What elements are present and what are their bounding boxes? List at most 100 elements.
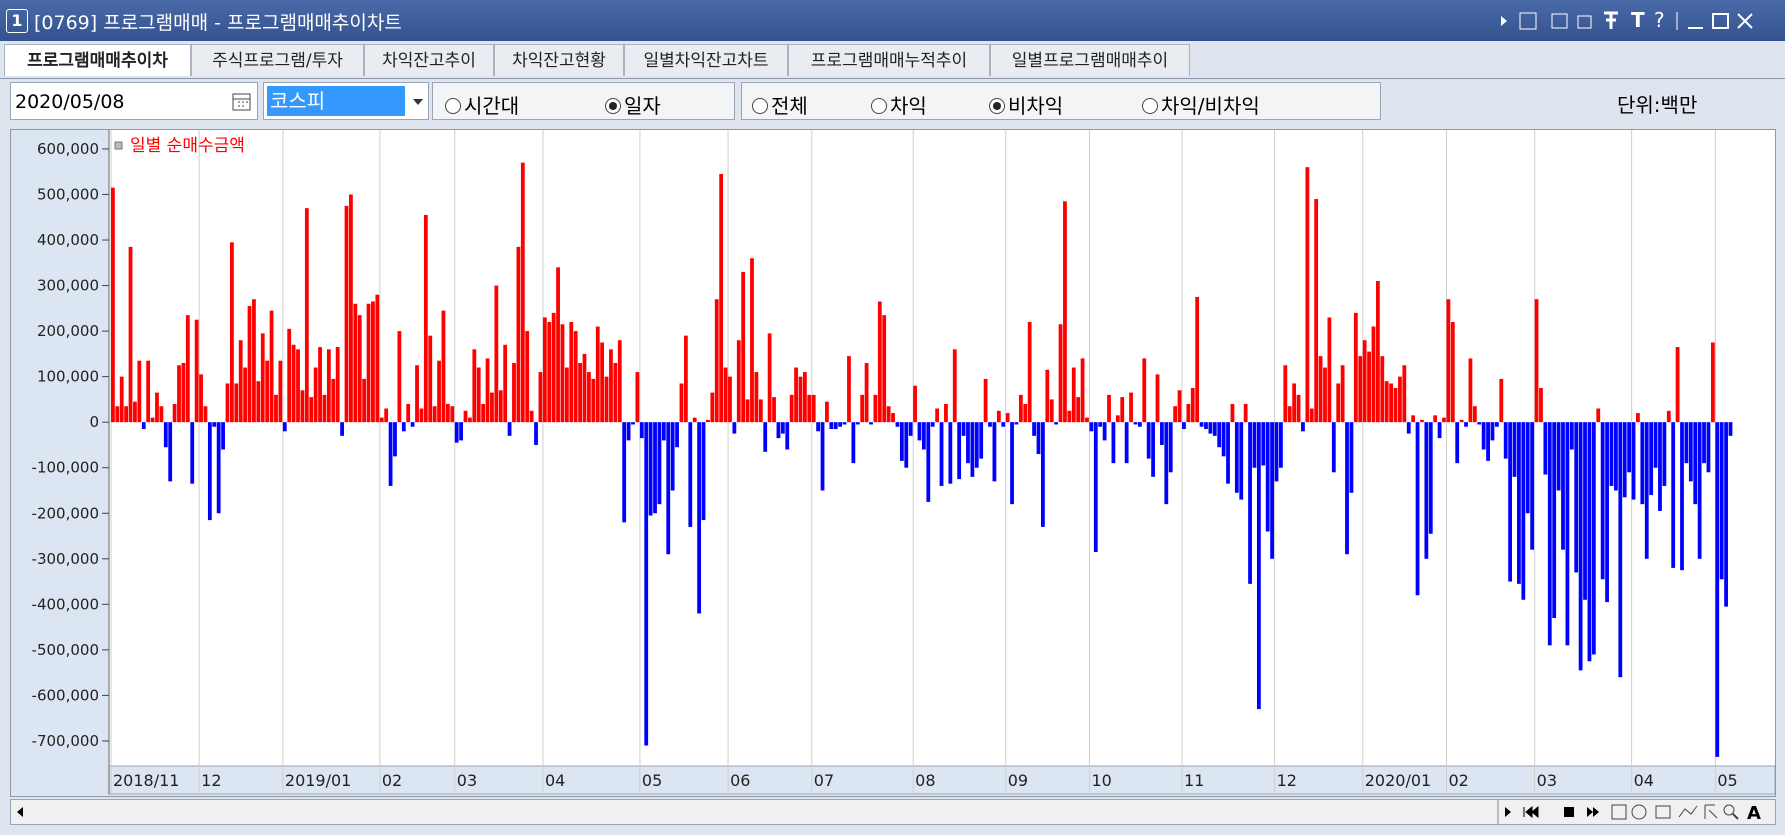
bar	[807, 394, 812, 423]
bar	[181, 362, 186, 423]
radio-option[interactable]: 비차익	[989, 90, 1063, 119]
market-select[interactable]: 코스피	[263, 82, 429, 120]
tab[interactable]: 프로그램매매누적추이	[788, 44, 990, 76]
bar	[199, 374, 203, 423]
bar	[1027, 321, 1032, 423]
first-button[interactable]	[1523, 805, 1539, 819]
bar	[1314, 199, 1319, 423]
bar	[185, 315, 190, 423]
cursor-button[interactable]	[1704, 804, 1718, 819]
radio-option[interactable]: 일자	[605, 90, 661, 119]
text-button[interactable]: A	[1747, 803, 1761, 824]
radio-option[interactable]: 전체	[752, 90, 808, 119]
bar	[1318, 356, 1323, 423]
scroll-left[interactable]	[17, 807, 23, 817]
tool-button[interactable]	[1611, 804, 1627, 820]
option-label: 시간대	[464, 94, 520, 118]
bar	[1724, 422, 1728, 607]
pin-button[interactable]	[1604, 11, 1618, 29]
zoom-button[interactable]	[1723, 804, 1735, 816]
stop-button[interactable]	[1564, 807, 1574, 817]
dropdown-arrow[interactable]	[408, 86, 428, 116]
trend-button[interactable]	[1678, 805, 1698, 818]
bar	[274, 394, 278, 423]
bar	[450, 406, 455, 423]
layout-button[interactable]	[1551, 13, 1568, 29]
tab[interactable]: 프로그램매매추이차	[4, 44, 191, 76]
bar	[816, 422, 821, 432]
bar	[269, 310, 274, 423]
radio-option[interactable]: 시간대	[445, 90, 519, 119]
last-button[interactable]	[1587, 807, 1599, 817]
maximize-button[interactable]	[1712, 13, 1729, 29]
bar	[970, 422, 975, 477]
copy-button[interactable]	[1577, 15, 1592, 29]
next-button[interactable]	[1505, 807, 1511, 817]
bar	[326, 349, 331, 423]
calendar-icon[interactable]	[231, 91, 253, 113]
x-tick-label: 10	[1091, 771, 1111, 790]
date-input[interactable]: 2020/05/08	[10, 82, 258, 120]
help-button[interactable]: ?	[1654, 8, 1665, 32]
bar	[1455, 422, 1460, 464]
bar	[485, 358, 490, 423]
bar	[1534, 299, 1539, 423]
tab[interactable]: 일별프로그램매매추이	[990, 44, 1190, 76]
bar	[238, 340, 243, 423]
bar	[256, 381, 261, 423]
settings-button[interactable]	[1631, 804, 1647, 820]
radio-option[interactable]: 차익	[871, 90, 927, 119]
m-button[interactable]	[1519, 12, 1537, 30]
bar	[1517, 422, 1521, 584]
bar	[168, 422, 173, 482]
font-button[interactable]: T	[1631, 8, 1645, 32]
bar	[974, 422, 979, 468]
y-tick-label: 100,000	[37, 368, 99, 386]
bar	[1675, 347, 1680, 423]
menu-button[interactable]	[1501, 16, 1507, 26]
x-tick-label: 05	[642, 771, 662, 790]
tab[interactable]: 일별차익잔고차트	[624, 44, 788, 76]
bar	[529, 410, 534, 423]
bar	[714, 299, 719, 423]
bar	[1164, 422, 1169, 505]
bar	[260, 333, 265, 423]
y-tick-label: -200,000	[32, 504, 99, 522]
tab[interactable]: 차익잔고추이	[364, 44, 494, 76]
bar	[1609, 422, 1614, 486]
bar	[776, 422, 781, 439]
option-label: 차익	[890, 94, 927, 118]
bar	[1234, 422, 1239, 493]
bar	[1411, 415, 1416, 423]
bar	[864, 362, 869, 423]
bar	[1327, 317, 1332, 423]
y-tick-label: -400,000	[32, 595, 99, 613]
bar	[1080, 358, 1085, 423]
chart: -700,000 -600,000 -500,000 -400,000 -300,000…	[10, 129, 1776, 797]
tab[interactable]: 주식프로그램/투자	[191, 44, 364, 76]
bar	[177, 365, 181, 423]
bar	[1627, 422, 1632, 473]
radio-option[interactable]: 차익/비차익	[1142, 90, 1260, 119]
bar	[966, 422, 970, 464]
bar	[1587, 422, 1592, 662]
bar	[247, 306, 252, 423]
x-tick-label: 04	[1634, 771, 1654, 790]
bar	[432, 406, 437, 423]
bar	[1226, 422, 1230, 484]
bar	[1662, 422, 1667, 486]
bar	[613, 362, 618, 423]
tab[interactable]: 차익잔고현황	[494, 44, 624, 76]
unit-label: 단위:백만	[1617, 93, 1698, 117]
bar	[1631, 422, 1636, 500]
bar	[1076, 397, 1081, 423]
market-text: 코스피	[267, 86, 405, 116]
bar	[1089, 422, 1094, 432]
window-button[interactable]	[1655, 805, 1671, 819]
close-button[interactable]	[1737, 13, 1753, 29]
bar	[1688, 422, 1693, 482]
bar	[706, 419, 710, 423]
x-tick-label: 08	[915, 771, 935, 790]
bar	[996, 410, 1001, 423]
window-number[interactable]: 1	[6, 9, 28, 33]
